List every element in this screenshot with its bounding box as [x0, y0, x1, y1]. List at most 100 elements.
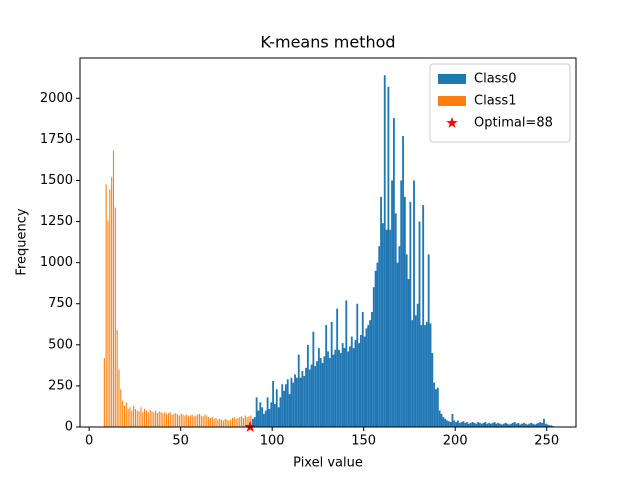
bar [138, 411, 140, 427]
bar [546, 424, 549, 427]
bar [197, 414, 199, 427]
bar [200, 415, 202, 427]
bar [440, 413, 443, 427]
bar [469, 422, 472, 427]
bar [122, 400, 124, 427]
bar [486, 423, 489, 427]
bar [530, 422, 533, 427]
bar [151, 411, 153, 427]
bar [394, 213, 397, 427]
bar [323, 356, 326, 427]
x-tick-label: 0 [85, 434, 93, 449]
bar [332, 354, 335, 427]
x-tick-label: 250 [534, 434, 559, 449]
bar [189, 415, 191, 427]
bar [246, 417, 248, 427]
bar [133, 405, 135, 427]
bar [497, 422, 500, 427]
bar [539, 422, 542, 427]
bar [295, 377, 298, 427]
bar [339, 353, 342, 427]
bar [427, 254, 430, 427]
bar [107, 220, 109, 427]
bar [319, 357, 322, 427]
bar [365, 328, 368, 427]
bar [184, 415, 186, 427]
bar [175, 413, 177, 427]
bar [433, 382, 436, 427]
bar [478, 422, 481, 427]
bar [155, 410, 157, 427]
bar [178, 415, 180, 427]
bar [312, 331, 315, 427]
bar [226, 419, 228, 427]
bar [310, 364, 313, 427]
bar [402, 136, 404, 428]
y-tick-label: 1000 [40, 255, 73, 270]
bar [330, 321, 333, 427]
bar [209, 417, 212, 427]
bar [407, 279, 410, 427]
bar [537, 422, 540, 427]
bar [515, 423, 518, 427]
bar [288, 394, 291, 427]
bar [284, 384, 287, 427]
bar [118, 369, 120, 427]
y-tick-label: 500 [48, 337, 73, 352]
bar [471, 422, 474, 427]
bar [491, 422, 494, 427]
bar [191, 414, 193, 427]
x-tick-label: 150 [351, 434, 376, 449]
bar [462, 421, 465, 427]
bar [274, 403, 276, 427]
bar [114, 207, 116, 427]
bar [290, 377, 293, 427]
bar [420, 325, 423, 427]
bar [277, 407, 280, 427]
bar [156, 413, 158, 427]
bar [116, 330, 118, 427]
bar [550, 425, 553, 427]
bar [396, 262, 399, 427]
bar [513, 422, 516, 427]
bar [535, 423, 538, 427]
bar [286, 379, 289, 427]
bar [140, 407, 142, 427]
bar [380, 196, 382, 427]
bar [387, 86, 390, 427]
y-tick-label: 0 [65, 420, 73, 435]
bar [369, 320, 372, 427]
bar [349, 346, 351, 427]
bar [446, 420, 448, 427]
bar [526, 424, 529, 427]
bar [532, 423, 534, 427]
bar [413, 180, 415, 427]
bar [504, 422, 507, 427]
bar [541, 422, 544, 427]
bar [248, 416, 250, 427]
bar [457, 420, 459, 427]
bar [358, 343, 361, 427]
bar [352, 348, 355, 427]
bar [134, 408, 137, 427]
bar [231, 417, 234, 427]
bar [187, 416, 190, 427]
bar [198, 413, 201, 427]
bar [473, 422, 476, 427]
bar [403, 196, 406, 427]
bar [489, 423, 492, 427]
bar [477, 422, 479, 427]
bar [519, 424, 522, 427]
bar [105, 184, 107, 427]
bar [160, 412, 162, 427]
bar [213, 418, 215, 427]
bar [109, 189, 111, 427]
bar [341, 343, 344, 427]
bar [511, 422, 514, 427]
bar [429, 323, 432, 427]
bar [350, 336, 353, 427]
bar [131, 410, 133, 427]
bar [112, 150, 115, 427]
bar [391, 180, 393, 427]
